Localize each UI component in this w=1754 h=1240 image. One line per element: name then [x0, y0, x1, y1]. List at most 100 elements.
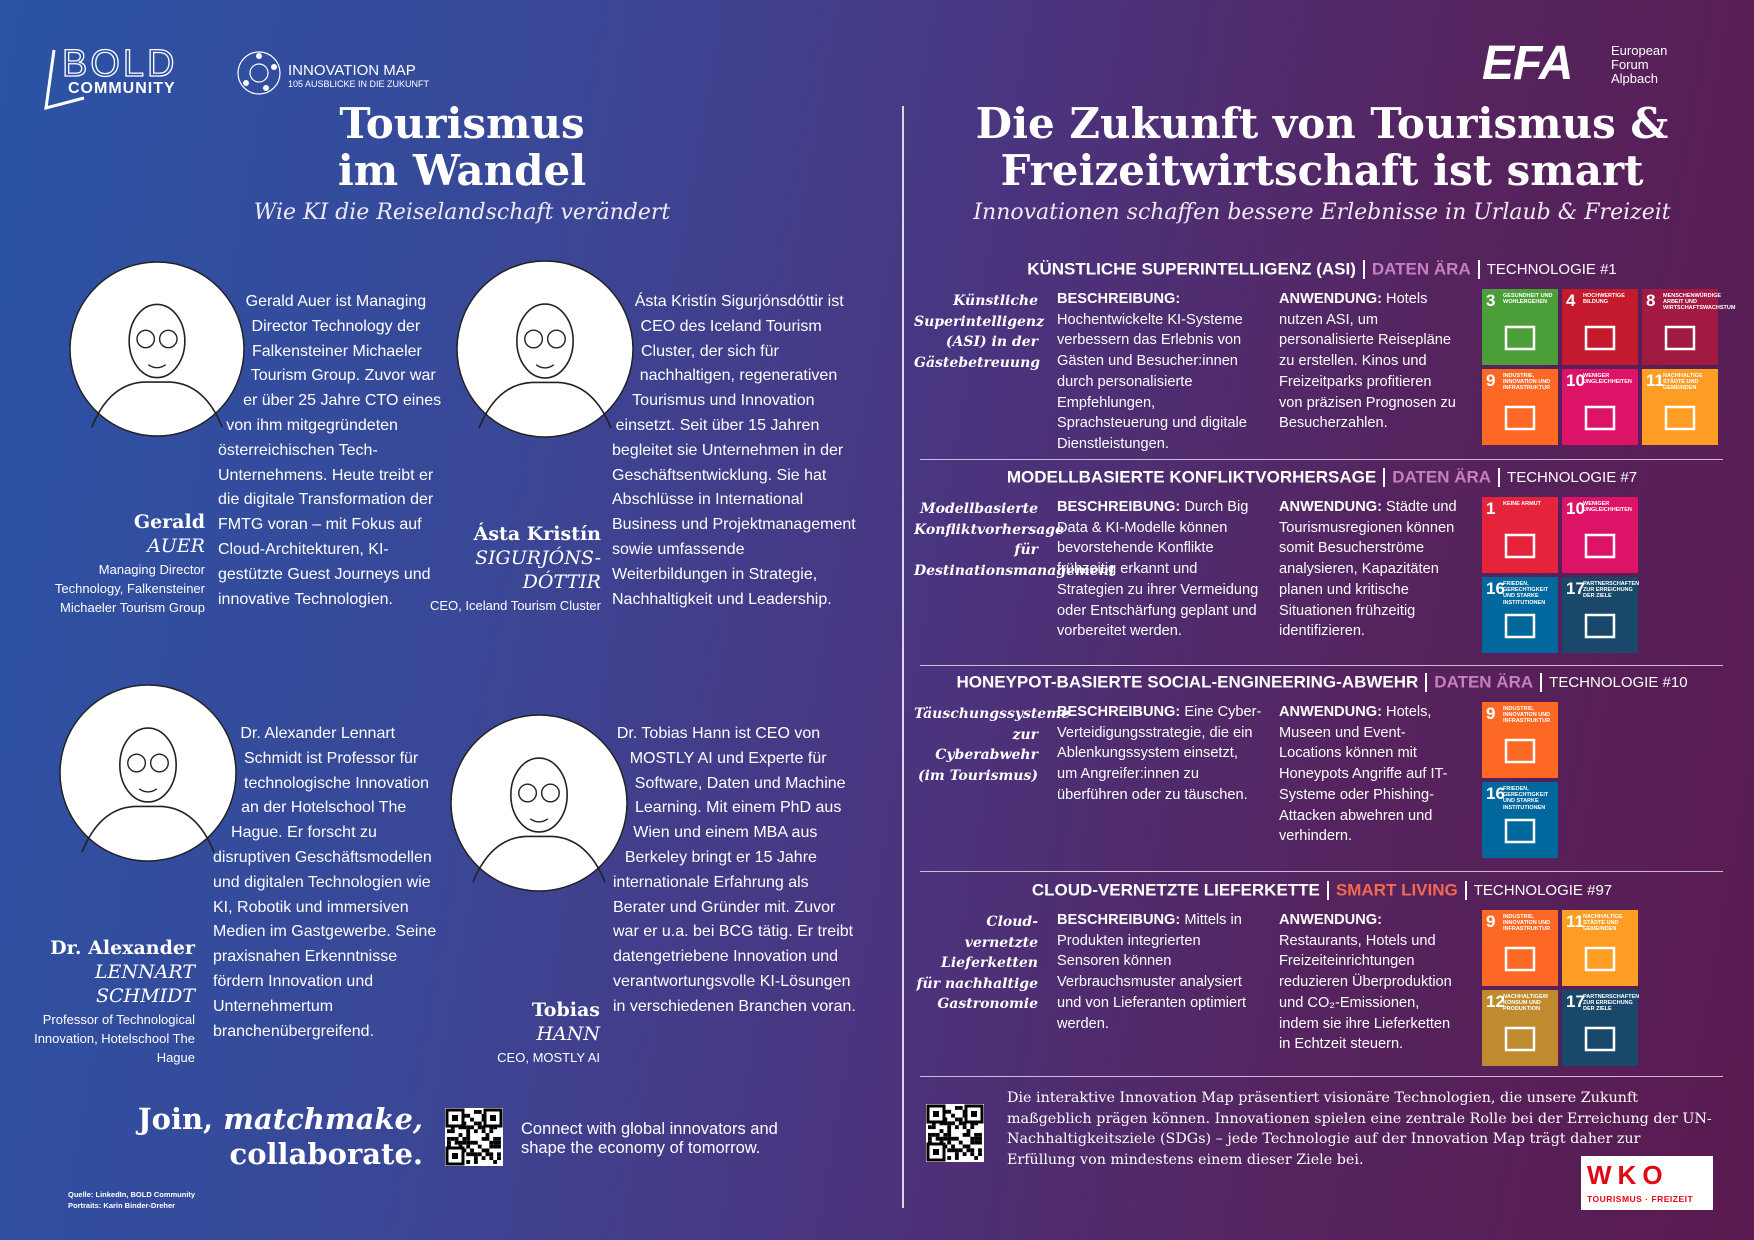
sdg-number: 11 [1646, 371, 1664, 390]
bio-text: Dr. Alexander Lennart Schmidt ist Profes… [213, 725, 437, 1040]
sdg-label: INDUSTRIE, INNOVATION UND INFRASTRUKTUR [1503, 373, 1551, 392]
portrait [59, 684, 237, 862]
description-text: Durch Big Data & KI-Modelle können bevor… [1057, 499, 1259, 640]
divider [902, 106, 904, 1208]
bold-logo-sub: COMMUNITY [68, 80, 176, 97]
application: ANWENDUNG: Restaurants, Hotels und Freiz… [1279, 910, 1459, 1055]
tech-header: CLOUD-VERNETZTE LIEFERKETTE SMART LIVING T… [902, 880, 1742, 901]
application-text: Hotels, Museen und Event-Locations könne… [1279, 704, 1448, 845]
sdg-number: 10 [1566, 499, 1585, 518]
sdg-tile: 4 HOCHWERTIGE BILDUNG [1562, 289, 1638, 365]
join-word: collaborate. [229, 1137, 423, 1171]
application-text: Hotels nutzen ASI, um personalisierte Re… [1279, 291, 1456, 432]
sdg-label: FRIEDEN, GERECHTIGKEIT UND STARKE INSTIT… [1503, 581, 1549, 606]
bio-text: Gerald Auer ist Managing Director Techno… [218, 293, 442, 608]
description-label: BESCHREIBUNG: [1057, 704, 1181, 720]
tech-header: HONEYPOT-BASIERTE SOCIAL-ENGINEERING-ABW… [902, 672, 1742, 693]
separator [920, 459, 1723, 460]
pipe [1477, 260, 1480, 280]
tech-number: TECHNOLOGIE #1 [1486, 261, 1617, 279]
first-name: Dr. Alexander [50, 937, 195, 959]
application-label: ANWENDUNG: [1279, 912, 1382, 928]
tech-era: DATEN ÄRA [1434, 672, 1534, 692]
sdg-icon [1584, 405, 1616, 431]
tech-header: KÜNSTLICHE SUPERINTELLIGENZ (ASI) DATEN Ä… [902, 259, 1742, 280]
side-label: Cloud-vernetzte Lieferketten für nachhal… [916, 914, 1038, 1012]
sdg-label: KEINE ARMUT [1503, 501, 1541, 507]
sdg-icon [1584, 946, 1616, 972]
sdg-tile: 11 NACHHALTIGE STÄDTE UND GEMEINDEN [1562, 910, 1638, 986]
efa-name-line: Forum [1611, 57, 1649, 72]
source: Quelle: LinkedIn, BOLD Community [68, 1190, 196, 1199]
sdg-icon [1664, 405, 1696, 431]
last-name: DÓTTIR [522, 571, 601, 593]
sdg-tile: 3 GESUNDHEIT UND WOHLERGEHEN [1482, 289, 1558, 365]
sdg-tile: 17 PARTNERSCHAFTEN ZUR ERREICHUNG DER ZIE… [1562, 990, 1640, 1066]
bio: Dr. Alexander Lennart Schmidt ist Profes… [213, 722, 438, 1044]
title-line: Freizeitwirtschaft ist smart [1000, 146, 1644, 195]
left-title: Tourismus im Wandel [62, 100, 862, 194]
sdg-label: PARTNERSCHAFTEN ZUR ERREICHUNG DER ZIELE [1583, 581, 1640, 600]
sdg-icon [1584, 533, 1616, 559]
portrait [456, 260, 634, 438]
sdg-tile: 12 NACHHALTIGE/R KONSUM UND PRODUKTION [1482, 990, 1558, 1066]
join: Join, matchmake, collaborate. [120, 1102, 423, 1172]
description: BESCHREIBUNG: Eine Cyber-Verteidigungsst… [1057, 702, 1262, 806]
sdg-icon [1584, 325, 1616, 351]
bold-logo-mark [44, 49, 85, 111]
innovation-map-icon [237, 51, 281, 95]
sdg-icon [1504, 818, 1536, 844]
sdg-label: MENSCHENWÜRDIGE ARBEIT UND WIRTSCHAFTSWA… [1663, 293, 1736, 312]
sdg-tile: 9 INDUSTRIE, INNOVATION UND INFRASTRUKTUR [1482, 702, 1558, 778]
description-text: Mittels in Produkten integrierten Sensor… [1057, 912, 1247, 1032]
role: Professor of Technological Innovation, H… [34, 1012, 195, 1065]
qr-code [926, 1104, 984, 1162]
description-text: Eine Cyber-Verteidigungsstrategie, die e… [1057, 704, 1262, 803]
sdg-number: 4 [1566, 291, 1576, 310]
sdg-icon [1504, 946, 1536, 972]
description-label: BESCHREIBUNG: [1057, 499, 1181, 515]
description: BESCHREIBUNG: Durch Big Data & KI-Modell… [1057, 497, 1262, 642]
efa-logo: EFA [1482, 37, 1573, 90]
sdg-tile: 9 INDUSTRIE, INNOVATION UND INFRASTRUKTUR [1482, 369, 1558, 445]
sdg-label: WENIGER UNGLEICHHEITEN [1583, 501, 1632, 514]
pipe [1425, 673, 1428, 693]
sdg-tile: 16 FRIEDEN, GERECHTIGKEIT UND STARKE INST… [1482, 577, 1558, 653]
last-name: SIGURJÓNS- [475, 547, 601, 569]
person-name: Dr. Alexander LENNART SCHMIDT Professor of … [20, 936, 195, 1067]
sdg-number: 9 [1486, 704, 1496, 723]
pipe [1464, 881, 1467, 901]
sdg-icon [1584, 613, 1616, 639]
side-label: Modellbasierte Konfliktvorhersage für De… [914, 501, 1116, 579]
separator [920, 871, 1723, 872]
sdg-number: 1 [1486, 499, 1496, 518]
pipe [1326, 881, 1329, 901]
sdg-label: INDUSTRIE, INNOVATION UND INFRASTRUKTUR [1503, 914, 1551, 933]
first-name: Ásta Kristín [473, 523, 601, 545]
sdg-number: 17 [1566, 579, 1585, 598]
sdg-icon [1504, 405, 1536, 431]
qr-code [445, 1108, 503, 1166]
sdg-label: WENIGER UNGLEICHHEITEN [1583, 373, 1632, 386]
sdg-label: FRIEDEN, GERECHTIGKEIT UND STARKE INSTIT… [1503, 786, 1549, 811]
right-subtitle: Innovationen schaffen bessere Erlebnisse… [973, 200, 1671, 225]
bio: Ásta Kristín Sigurjónsdóttir ist CEO des… [612, 290, 864, 612]
wko-letters: WKO [1587, 1160, 1669, 1190]
sdg-label: HOCHWERTIGE BILDUNG [1583, 293, 1625, 306]
bio-wrap [613, 722, 637, 897]
bio-wrap [213, 722, 246, 867]
sdg-label: PARTNERSCHAFTEN ZUR ERREICHUNG DER ZIELE [1583, 994, 1640, 1013]
sdg-number: 3 [1486, 291, 1496, 310]
person-name: Tobias HANN CEO, MOSTLY AI [430, 998, 600, 1067]
sdg-label: NACHHALTIGE STÄDTE UND GEMEINDEN [1583, 914, 1623, 933]
role: CEO, Iceland Tourism Cluster [430, 598, 601, 613]
sdg-tile: 10 WENIGER UNGLEICHHEITEN [1562, 369, 1638, 445]
sdg-icon [1504, 613, 1536, 639]
side-label: Künstliche Superintelligenz (ASI) in der… [914, 293, 1045, 371]
last-name: AUER [147, 535, 205, 557]
right-title: Die Zukunft von Tourismus & Freizeitwirts… [902, 100, 1742, 194]
tech-number: TECHNOLOGIE #10 [1549, 674, 1688, 692]
sdg-label: NACHHALTIGE STÄDTE UND GEMEINDEN [1663, 373, 1703, 392]
sdg-number: 11 [1566, 912, 1584, 931]
tech-era: DATEN ÄRA [1371, 259, 1471, 279]
